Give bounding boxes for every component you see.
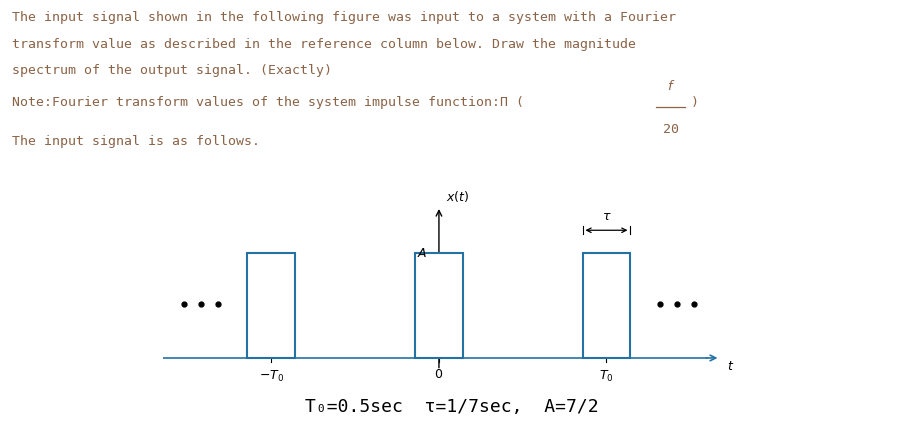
Text: $-T_0$: $-T_0$ bbox=[259, 368, 283, 384]
Text: $0$: $0$ bbox=[434, 368, 443, 381]
Text: transform value as described in the reference column below. Draw the magnitude: transform value as described in the refe… bbox=[12, 38, 635, 51]
Text: $t$: $t$ bbox=[726, 360, 733, 373]
Text: The input signal shown in the following figure was input to a system with a Four: The input signal shown in the following … bbox=[12, 11, 675, 24]
Text: $T_0$: $T_0$ bbox=[598, 368, 613, 384]
Text: $x(t)$: $x(t)$ bbox=[446, 189, 468, 204]
Text: Note:Fourier transform values of the system impulse function:Π (: Note:Fourier transform values of the sys… bbox=[12, 96, 523, 109]
Text: $f$: $f$ bbox=[666, 80, 675, 93]
Text: $A$: $A$ bbox=[417, 247, 427, 260]
Text: $\tau$: $\tau$ bbox=[601, 210, 611, 223]
Text: T₀=0.5sec  τ=1/7sec,  A=7/2: T₀=0.5sec τ=1/7sec, A=7/2 bbox=[304, 398, 598, 416]
Text: ): ) bbox=[690, 96, 698, 109]
Text: The input signal is as follows.: The input signal is as follows. bbox=[12, 135, 260, 148]
Text: 20: 20 bbox=[662, 123, 678, 136]
Bar bbox=[247, 253, 295, 358]
Bar bbox=[415, 253, 463, 358]
Bar bbox=[582, 253, 630, 358]
Text: spectrum of the output signal. (Exactly): spectrum of the output signal. (Exactly) bbox=[12, 64, 331, 77]
